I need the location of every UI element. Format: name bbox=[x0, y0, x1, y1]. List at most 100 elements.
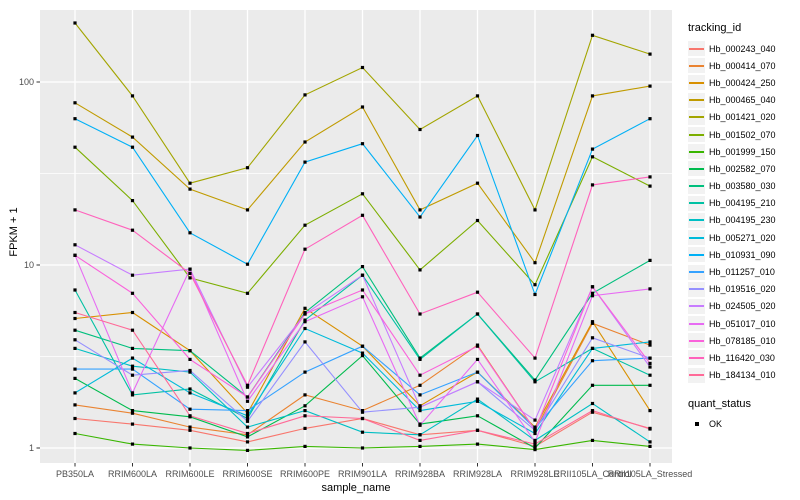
data-point bbox=[188, 425, 192, 429]
data-point bbox=[188, 414, 192, 418]
data-point bbox=[648, 373, 652, 377]
data-point bbox=[73, 101, 77, 105]
data-point bbox=[73, 376, 77, 380]
data-point bbox=[188, 267, 192, 271]
x-tick-label: PB350LA bbox=[56, 469, 94, 479]
data-point bbox=[73, 145, 77, 149]
data-point bbox=[648, 175, 652, 179]
data-point bbox=[245, 395, 250, 399]
data-point bbox=[590, 320, 595, 324]
data-point bbox=[533, 442, 537, 446]
legend-key-swatch bbox=[688, 333, 705, 349]
data-point bbox=[130, 422, 135, 426]
legend-key-swatch bbox=[688, 350, 705, 366]
data-point bbox=[245, 385, 250, 389]
data-point bbox=[533, 428, 537, 432]
data-point bbox=[303, 426, 307, 430]
data-point bbox=[648, 340, 652, 344]
legend-key-swatch bbox=[688, 92, 705, 108]
data-point bbox=[73, 346, 77, 350]
data-point bbox=[245, 431, 250, 436]
legend-item: Hb_002582_070 bbox=[688, 160, 800, 177]
data-point bbox=[648, 427, 652, 431]
data-point bbox=[360, 410, 365, 414]
legend-key-line bbox=[689, 322, 704, 325]
legend-item-label: Hb_024505_020 bbox=[709, 301, 776, 312]
legend-item: Hb_003580_030 bbox=[688, 178, 800, 195]
data-point bbox=[590, 346, 595, 350]
data-point bbox=[130, 364, 135, 368]
data-point bbox=[418, 127, 422, 132]
legend-item: Hb_001999_150 bbox=[688, 143, 800, 160]
data-point bbox=[648, 440, 652, 444]
legend-item: Hb_184134_010 bbox=[688, 367, 800, 384]
legend-item-label: Hb_000414_070 bbox=[709, 60, 776, 71]
data-point bbox=[245, 419, 250, 423]
legend-item: Hb_001502_070 bbox=[688, 126, 800, 143]
data-point bbox=[245, 435, 250, 439]
data-point bbox=[303, 409, 307, 413]
data-point bbox=[130, 145, 135, 149]
data-point bbox=[475, 414, 480, 418]
legend-key-swatch bbox=[688, 109, 705, 125]
data-point bbox=[418, 433, 422, 437]
x-tick-label: RRIM600PE bbox=[280, 469, 330, 479]
legend-key-line bbox=[689, 185, 704, 188]
data-point bbox=[418, 312, 422, 316]
legend-key-swatch bbox=[688, 195, 705, 211]
data-point bbox=[590, 294, 595, 298]
data-point bbox=[648, 383, 652, 387]
legend-item-label: Hb_005271_020 bbox=[709, 232, 776, 243]
data-point bbox=[73, 117, 77, 121]
legend-item: Hb_000424_250 bbox=[688, 74, 800, 91]
data-point bbox=[303, 444, 307, 448]
legend-key-swatch bbox=[688, 316, 705, 332]
data-point bbox=[590, 183, 595, 187]
data-point bbox=[245, 448, 250, 452]
data-point bbox=[245, 291, 250, 295]
data-point bbox=[130, 367, 135, 371]
x-tick-label: RRIM901LA bbox=[338, 469, 387, 479]
data-point bbox=[360, 213, 365, 217]
data-point bbox=[188, 428, 192, 432]
data-point bbox=[418, 409, 422, 413]
legend-item-label: Hb_000465_040 bbox=[709, 95, 776, 106]
data-point bbox=[475, 94, 480, 98]
data-point bbox=[360, 295, 365, 299]
data-point bbox=[590, 155, 595, 159]
data-point bbox=[418, 383, 422, 387]
legend-key-swatch bbox=[688, 127, 705, 143]
x-tick-label: RRIM600SE bbox=[222, 469, 272, 479]
legend-key-line bbox=[689, 202, 704, 205]
data-point bbox=[475, 397, 480, 401]
data-point bbox=[360, 354, 365, 358]
data-point bbox=[418, 208, 422, 212]
legend-key-line bbox=[689, 219, 704, 222]
legend-item-label: Hb_004195_230 bbox=[709, 215, 776, 226]
data-point bbox=[73, 316, 77, 321]
data-point bbox=[130, 442, 135, 446]
data-point bbox=[533, 292, 537, 297]
y-axis-title: FPKM + 1 bbox=[8, 207, 20, 257]
data-point bbox=[590, 383, 595, 387]
x-tick-label: RRII105LA_Stressed bbox=[608, 469, 693, 479]
data-point bbox=[130, 273, 135, 277]
data-point bbox=[533, 440, 537, 444]
legend-key-swatch bbox=[688, 75, 705, 91]
data-point bbox=[188, 276, 192, 280]
data-point bbox=[475, 399, 480, 403]
data-point bbox=[418, 268, 422, 272]
data-point bbox=[245, 411, 250, 415]
data-point bbox=[303, 404, 307, 408]
data-point bbox=[73, 310, 77, 315]
data-point bbox=[130, 135, 135, 139]
legend-item: Hb_000414_070 bbox=[688, 57, 800, 74]
data-point bbox=[303, 223, 307, 227]
data-point bbox=[475, 357, 480, 361]
data-point bbox=[648, 52, 652, 56]
legend-key-line bbox=[689, 305, 704, 308]
data-point bbox=[130, 328, 135, 332]
data-point bbox=[73, 403, 77, 407]
data-point bbox=[475, 442, 480, 446]
data-point bbox=[648, 365, 652, 369]
